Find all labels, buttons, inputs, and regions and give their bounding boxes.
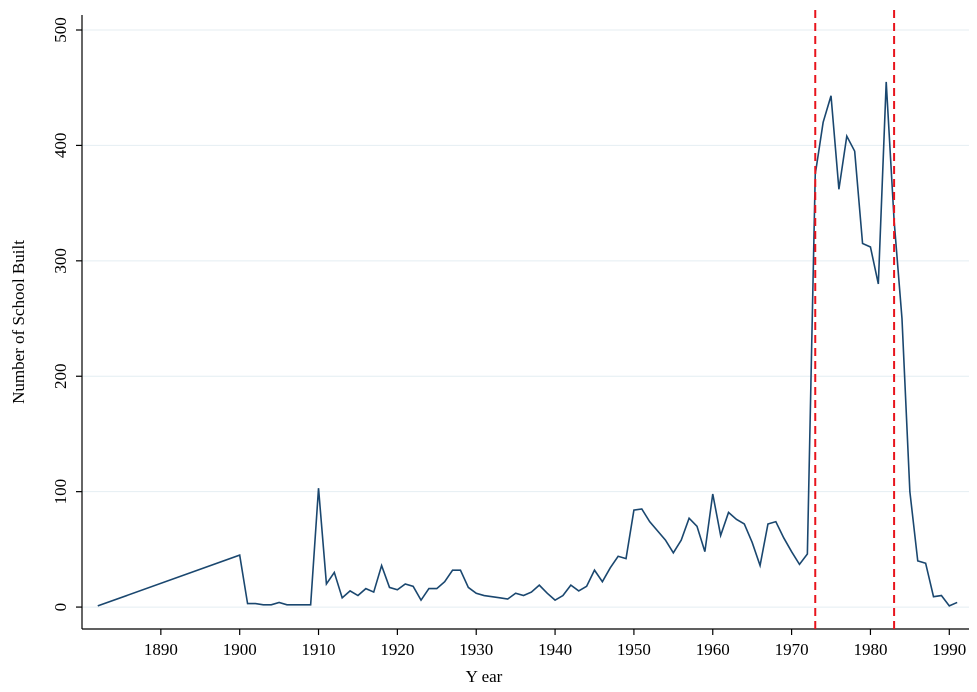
y-tick-label: 300: [51, 248, 70, 274]
y-tick-label: 0: [51, 603, 70, 612]
x-axis-label: Y ear: [466, 667, 503, 686]
x-tick-label: 1900: [223, 640, 257, 659]
y-tick-label: 400: [51, 133, 70, 159]
y-tick-label: 200: [51, 363, 70, 389]
x-tick-label: 1960: [696, 640, 730, 659]
x-tick-label: 1890: [144, 640, 178, 659]
x-tick-label: 1930: [459, 640, 493, 659]
x-tick-label: 1950: [617, 640, 651, 659]
x-tick-label: 1920: [380, 640, 414, 659]
x-tick-label: 1940: [538, 640, 572, 659]
x-tick-label: 1970: [775, 640, 809, 659]
x-tick-label: 1990: [932, 640, 966, 659]
y-tick-label: 100: [51, 479, 70, 505]
y-axis-label: Number of School Built: [9, 240, 28, 404]
data-line: [97, 81, 958, 607]
x-tick-label: 1980: [853, 640, 887, 659]
x-tick-label: 1910: [302, 640, 336, 659]
y-tick-label: 500: [51, 17, 70, 43]
